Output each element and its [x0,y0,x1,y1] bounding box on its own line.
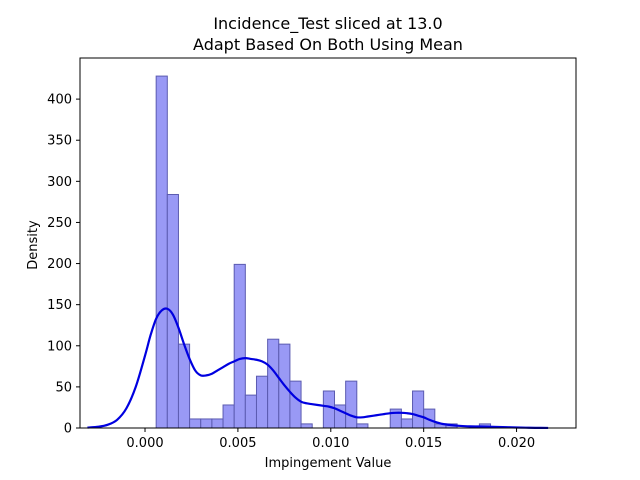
y-tick-label: 0 [64,422,72,437]
x-axis-label: Impingement Value [265,456,392,471]
histogram-bar [166,193,179,429]
histogram-bar [211,418,224,429]
chart-title-line-1: Incidence_Test sliced at 13.0 [213,14,442,34]
y-tick-label: 250 [47,216,72,231]
y-axis-ticks: 0 50 100 150 200 250 300 350 400 [47,93,80,437]
y-tick-label: 100 [47,339,72,354]
histogram-bar [233,263,246,429]
histogram-bar [345,380,358,429]
y-tick-label: 400 [47,93,72,108]
histogram-bar [200,418,213,429]
y-tick-label: 300 [47,175,72,190]
x-tick-label: 0.010 [312,436,349,451]
histogram-bar [300,423,313,429]
histogram-bar [255,375,269,429]
histogram-bar [412,390,425,429]
y-tick-label: 200 [47,257,72,272]
histogram-bar [155,75,168,429]
chart-title-line-2: Adapt Based On Both Using Mean [193,35,463,54]
histogram-bars [155,75,492,429]
x-tick-label: 0.005 [219,436,256,451]
y-tick-label: 50 [55,380,72,395]
plot-area-frame [79,57,577,429]
histogram-bar [267,338,280,429]
y-tick-label: 150 [47,298,72,313]
x-tick-label: 0.000 [126,436,163,451]
histogram-bar [400,418,414,429]
histogram-bar [322,390,336,429]
x-tick-label: 0.020 [498,436,535,451]
histogram-bar [222,404,235,429]
x-axis-ticks: 0.000 0.005 0.010 0.015 0.020 [126,428,535,451]
histogram-bar [356,423,369,429]
y-axis-label: Density [26,220,41,270]
y-tick-label: 350 [47,134,72,149]
histogram-bar [289,380,302,429]
x-tick-label: 0.015 [405,436,442,451]
kde-curve [87,307,549,430]
histogram-bar [244,394,257,429]
histogram-bar [189,418,202,429]
